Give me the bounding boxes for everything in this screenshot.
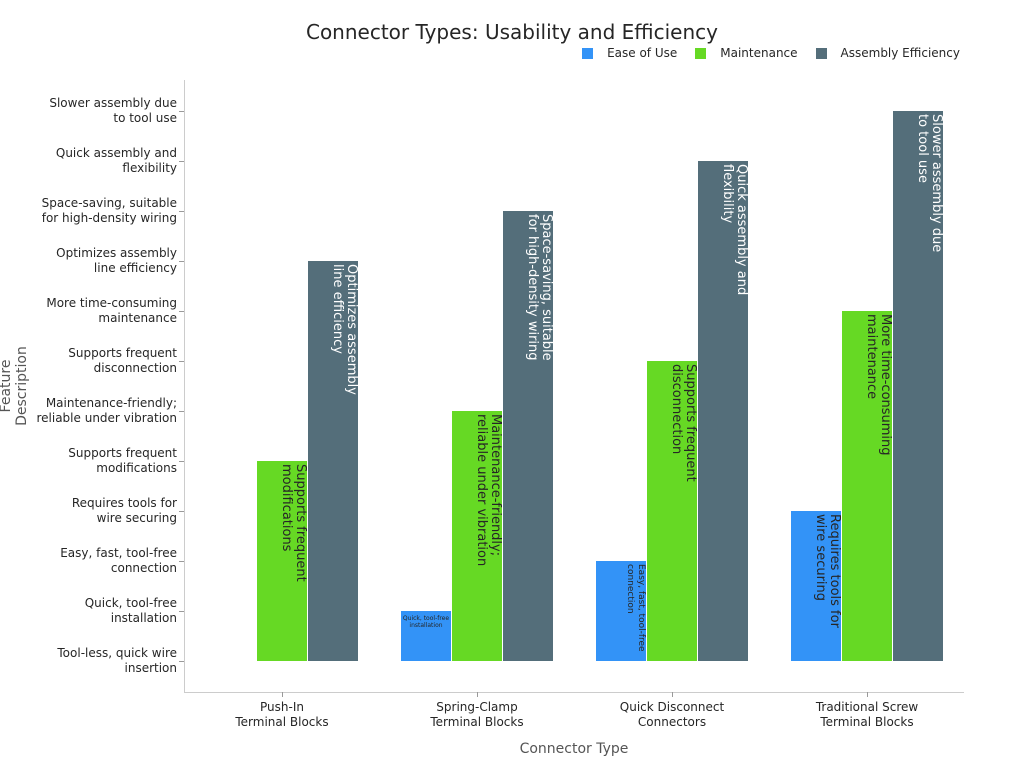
x-tick-label: Quick Disconnect Connectors (619, 700, 725, 729)
y-tick (179, 511, 184, 512)
bar-assembly-efficiency: Optimizes assembly line efficiency (308, 261, 359, 661)
y-tick-label: Quick assembly and flexibility (55, 146, 177, 175)
legend-swatch (815, 47, 827, 59)
bar-assembly-efficiency: Quick assembly and flexibility (698, 161, 749, 661)
y-tick-label: Optimizes assembly line efficiency (56, 246, 177, 275)
y-tick (179, 561, 184, 562)
legend-label: Ease of Use (607, 46, 678, 60)
x-tick-label: Traditional Screw Terminal Blocks (815, 700, 919, 729)
x-tick-label: Spring-Clamp Terminal Blocks (430, 700, 524, 729)
legend: Ease of Use Maintenance Assembly Efficienc… (582, 46, 960, 60)
x-tick (867, 692, 868, 697)
bar-maintenance: Supports frequent disconnection (647, 361, 698, 661)
y-tick-label: Maintenance-friendly; reliable under vib… (36, 396, 177, 425)
x-axis-line (184, 692, 964, 693)
y-tick (179, 161, 184, 162)
bar-label: Supports frequent disconnection (669, 364, 698, 482)
y-tick-label: Easy, fast, tool-free connection (60, 546, 177, 575)
bar-label: Quick, tool-free installation (402, 615, 450, 629)
bar-ease-of-use: Easy, fast, tool-free connection (596, 561, 646, 661)
bar-maintenance: Maintenance-friendly; reliable under vib… (452, 411, 503, 661)
bar-label: Slower assembly due to tool use (915, 114, 944, 253)
bar-assembly-efficiency: Space-saving, suitable for high-density … (503, 211, 554, 661)
x-axis-title: Connector Type (519, 741, 629, 757)
bar-label: Requires tools for wire securing (813, 514, 842, 628)
bar-label: Easy, fast, tool-free connection (625, 564, 646, 652)
bar-label: Maintenance-friendly; reliable under vib… (474, 414, 503, 567)
y-tick (179, 411, 184, 412)
y-tick (179, 661, 184, 662)
x-tick-label: Push-In Terminal Blocks (235, 700, 329, 729)
y-tick-label: Supports frequent modifications (68, 446, 177, 475)
bar-maintenance: More time-consuming maintenance (842, 311, 893, 661)
x-tick (282, 692, 283, 697)
y-tick-label: Quick, tool-free installation (84, 596, 177, 625)
y-tick-label: Supports frequent disconnection (68, 346, 177, 375)
y-tick-label: Requires tools for wire securing (71, 496, 177, 525)
bar-label: Optimizes assembly line efficiency (330, 264, 359, 395)
y-axis-line (184, 80, 185, 692)
y-tick (179, 361, 184, 362)
y-tick-label: Slower assembly due to tool use (49, 96, 177, 125)
legend-item: Maintenance (695, 46, 798, 60)
bar-assembly-efficiency: Slower assembly due to tool use (893, 111, 944, 661)
y-tick (179, 611, 184, 612)
y-tick (179, 311, 184, 312)
y-tick (179, 111, 184, 112)
y-tick (179, 261, 184, 262)
bar-label: More time-consuming maintenance (864, 314, 893, 456)
bar-ease-of-use: Requires tools for wire securing (791, 511, 842, 661)
legend-swatch (582, 47, 594, 59)
legend-label: Assembly Efficiency (840, 46, 960, 60)
bar-label: Supports frequent modifications (279, 464, 308, 582)
y-tick-label: More time-consuming maintenance (46, 296, 177, 325)
x-tick (672, 692, 673, 697)
x-tick (477, 692, 478, 697)
chart-title: Connector Types: Usability and Efficienc… (305, 20, 718, 44)
bar-maintenance: Supports frequent modifications (257, 461, 308, 661)
bar-ease-of-use: Quick, tool-free installation (401, 611, 451, 661)
y-tick-label: Space-saving, suitable for high-density … (41, 196, 177, 225)
legend-swatch (695, 47, 707, 59)
legend-item: Ease of Use (582, 46, 677, 60)
legend-item: Assembly Efficiency (815, 46, 960, 60)
y-tick (179, 211, 184, 212)
legend-label: Maintenance (720, 46, 798, 60)
y-tick-label: Tool-less, quick wire insertion (57, 646, 177, 675)
y-tick (179, 461, 184, 462)
bar-label: Quick assembly and flexibility (720, 164, 749, 296)
bar-label: Space-saving, suitable for high-density … (525, 214, 554, 361)
